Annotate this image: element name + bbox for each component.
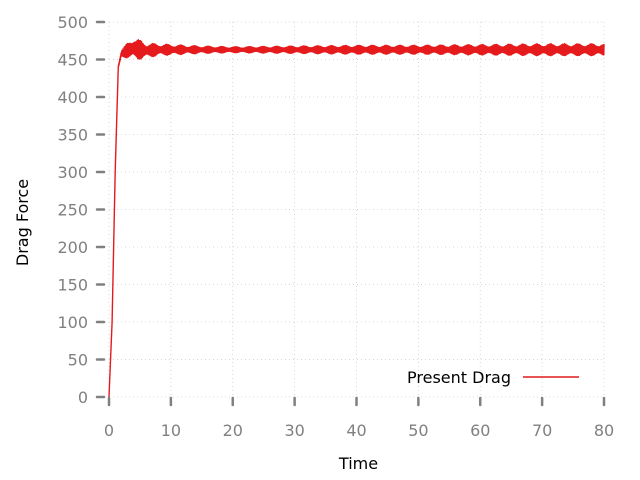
- x-tick-label: 30: [284, 421, 304, 440]
- y-tick-label: 350: [57, 126, 88, 145]
- y-tick-label: 150: [57, 276, 88, 295]
- y-tick-label: 50: [68, 351, 88, 370]
- y-tick-label: 250: [57, 201, 88, 220]
- x-tick-label: 60: [470, 421, 490, 440]
- y-axis-label: Drag Force: [13, 179, 32, 266]
- y-tick-label: 400: [57, 88, 88, 107]
- series-line-0: [108, 39, 605, 398]
- y-tick-label: 300: [57, 163, 88, 182]
- axis-ticks: 0 10 20 30 40 50 60 70 80 0 50 100 150 200 250 300 350 40…: [57, 13, 614, 440]
- x-tick-label: 10: [161, 421, 181, 440]
- legend-label-present-drag: Present Drag: [407, 368, 511, 387]
- y-tick-label: 100: [57, 313, 88, 332]
- x-tick-label: 80: [594, 421, 614, 440]
- legend: Present Drag: [407, 368, 579, 387]
- y-tick-label: 0: [78, 388, 88, 407]
- x-tick-label: 70: [532, 421, 552, 440]
- grid: [108, 21, 605, 398]
- x-tick-label: 40: [346, 421, 366, 440]
- y-tick-label: 450: [57, 51, 88, 70]
- x-tick-label: 20: [223, 421, 243, 440]
- x-tick-label: 0: [104, 421, 114, 440]
- x-tick-label: 50: [408, 421, 428, 440]
- x-axis-label: Time: [338, 454, 378, 473]
- y-tick-label: 500: [57, 13, 88, 32]
- series-layer: [108, 39, 605, 398]
- y-tick-label: 200: [57, 238, 88, 257]
